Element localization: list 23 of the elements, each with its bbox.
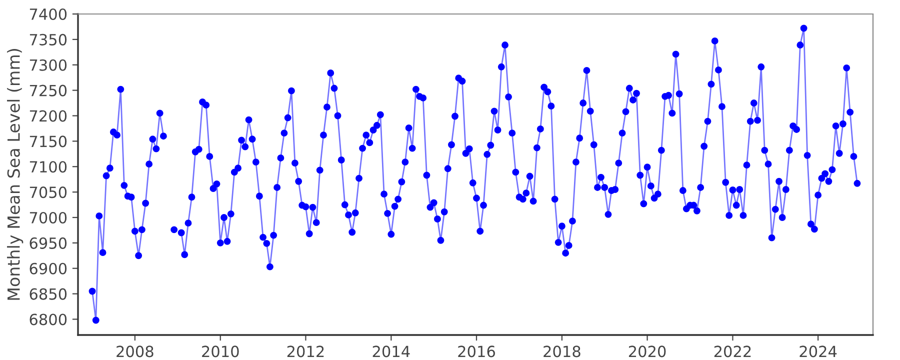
y-tick-label: 7050 bbox=[30, 186, 67, 198]
y-tick-label: 7000 bbox=[30, 212, 67, 224]
x-tick-label: 2008 bbox=[116, 346, 154, 358]
y-axis-title: Monthly Mean Sea Level (mm) bbox=[7, 49, 24, 300]
x-tick-label: 2010 bbox=[202, 346, 239, 358]
x-tick-label: 2024 bbox=[800, 346, 837, 358]
x-tick-label: 2018 bbox=[544, 346, 580, 358]
x-tick-label: 2022 bbox=[714, 346, 751, 358]
x-tick-label: 2014 bbox=[372, 346, 410, 358]
y-tick-label: 7200 bbox=[30, 110, 67, 122]
x-tick-label: 2016 bbox=[458, 346, 495, 358]
y-tick-label: 7100 bbox=[30, 161, 67, 173]
y-tick-label: 7400 bbox=[30, 8, 67, 20]
y-tick-label: 7250 bbox=[30, 84, 67, 96]
y-tick-label: 6800 bbox=[30, 314, 67, 326]
x-tick-label: 2012 bbox=[287, 346, 324, 358]
x-tick-label: 2020 bbox=[628, 346, 666, 358]
y-tick-label: 7300 bbox=[30, 59, 67, 71]
y-tick-label: 6850 bbox=[30, 288, 67, 300]
y-tick-label: 7350 bbox=[30, 34, 67, 46]
y-tick-label: 7150 bbox=[30, 136, 67, 148]
y-tick-label: 6900 bbox=[30, 262, 67, 274]
y-tick-label: 6950 bbox=[30, 237, 67, 249]
